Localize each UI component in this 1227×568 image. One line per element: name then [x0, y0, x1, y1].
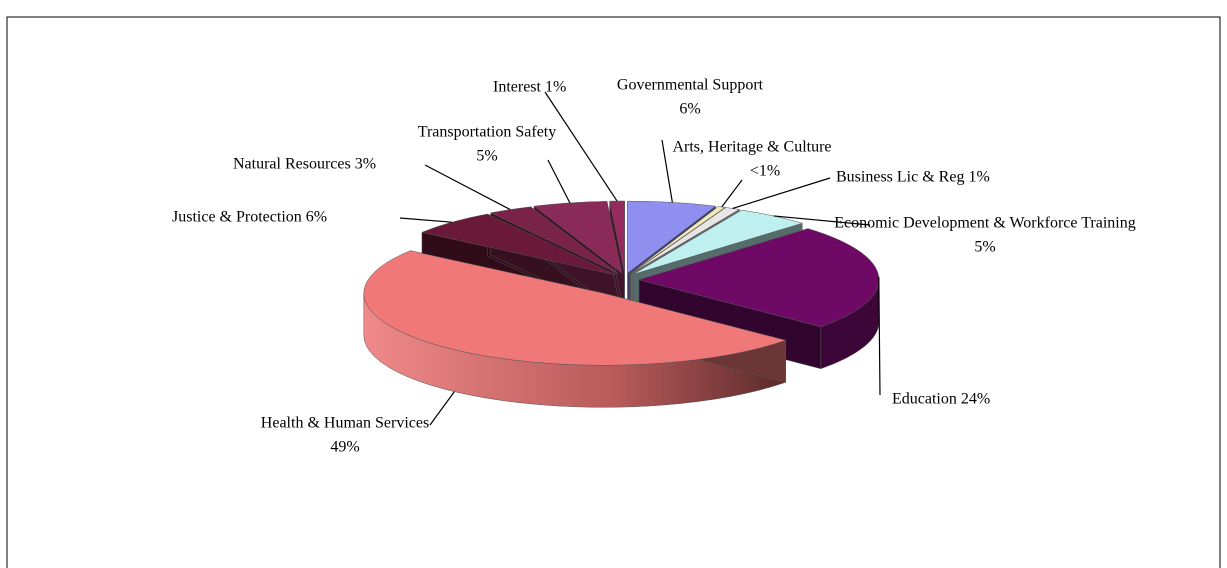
- leader-line: [547, 159, 571, 204]
- leader-line: [424, 164, 511, 211]
- slice: [421, 213, 616, 276]
- slice-label: Economic Development & Workforce Trainin…: [834, 215, 1135, 232]
- slice: [489, 206, 619, 274]
- leader-line: [732, 177, 831, 210]
- leader-line: [773, 215, 871, 226]
- slice-value-label: 6%: [679, 101, 700, 118]
- slice-value-label: 5%: [476, 148, 497, 165]
- slice-value-label: 3%: [355, 156, 376, 173]
- leader-line: [721, 179, 743, 208]
- slice-label: Interest: [493, 79, 542, 96]
- slice-value-label: 5%: [974, 239, 995, 256]
- leader-line: [661, 139, 673, 203]
- slice-value-label: 6%: [306, 209, 327, 226]
- leader-line: [399, 217, 452, 223]
- slice-label: Business Lic & Reg: [836, 169, 964, 186]
- slice-value-label: <1%: [750, 163, 780, 180]
- leader-line: [878, 276, 881, 396]
- slice-label: Education: [892, 391, 957, 408]
- slice-label: Arts, Heritage & Culture: [672, 139, 831, 156]
- leader-line: [544, 91, 618, 202]
- leader-line: [429, 391, 455, 426]
- slice-value-label: 49%: [330, 439, 359, 456]
- slice-label: Transportation Safety: [418, 124, 557, 141]
- slice: [533, 201, 623, 274]
- slice-label: Natural Resources: [233, 156, 351, 173]
- slice: [630, 207, 741, 274]
- slice-label: Health & Human Services: [261, 415, 429, 432]
- slice-label: Governmental Support: [617, 77, 764, 94]
- slice: [627, 200, 717, 274]
- slice-value-label: 1%: [968, 169, 989, 186]
- slice-value-label: 1%: [545, 79, 566, 96]
- slice: [363, 250, 787, 366]
- slice-value-label: 24%: [961, 391, 990, 408]
- slice-label: Justice & Protection: [172, 209, 302, 226]
